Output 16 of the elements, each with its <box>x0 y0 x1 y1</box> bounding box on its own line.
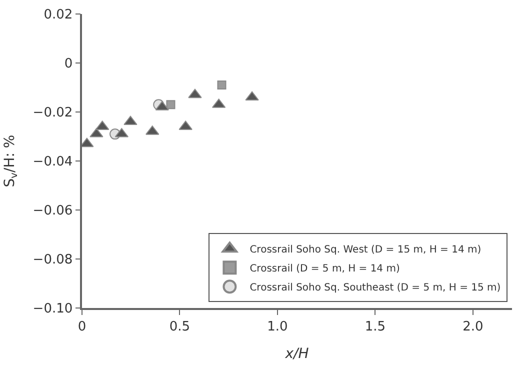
y-tick-label: −0.04 <box>32 154 73 170</box>
legend-label: Crossrail Soho Sq. West (D = 15 m, H = 14 m) <box>250 244 482 256</box>
y-tick-label: −0.06 <box>32 204 73 219</box>
x-tick-label: 1.5 <box>364 319 386 334</box>
y-tick-label: 0.02 <box>44 8 73 23</box>
x-tick-label: 1.0 <box>267 319 288 334</box>
legend-label: Crossrail (D = 5 m, H = 14 m) <box>250 264 400 275</box>
y-tick-label: 0 <box>64 56 73 72</box>
x-tick-label: 0 <box>78 319 86 334</box>
y-tick-label: −0.10 <box>32 302 73 317</box>
x-tick-label: 2.0 <box>462 319 484 334</box>
y-tick-label: −0.02 <box>32 106 73 121</box>
x-tick-label: 0.5 <box>169 319 190 334</box>
y-tick-label: −0.08 <box>32 252 73 268</box>
legend-label: Crossrail Soho Sq. Southeast (D = 5 m, H = 15 m) <box>250 282 501 294</box>
x-axis-title: x/H <box>284 346 310 362</box>
